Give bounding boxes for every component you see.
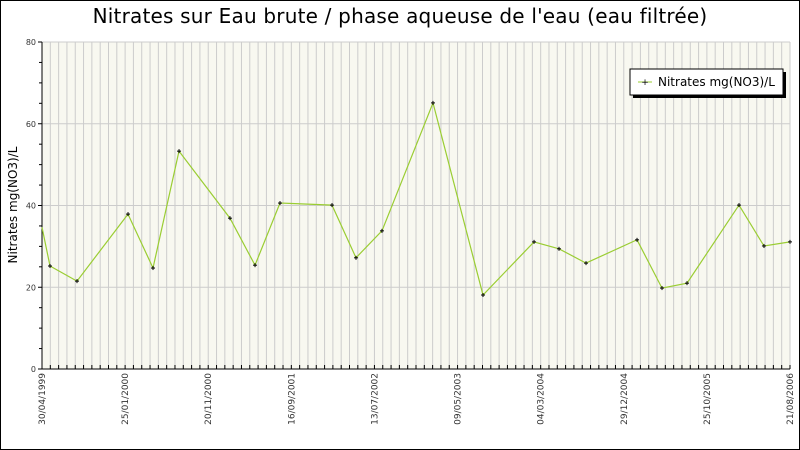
x-tick-label: 29/12/2004 (620, 373, 630, 425)
data-series (41, 100, 792, 298)
y-axis-title: Nitrates mg(NO3)/L (6, 146, 20, 263)
y-tick-label: 40 (26, 202, 36, 211)
x-tick-label: 20/11/2000 (204, 373, 214, 425)
legend-marker-icon: + (641, 78, 649, 88)
legend-box (629, 68, 784, 96)
x-tick-label: 21/08/2006 (786, 373, 796, 425)
legend: + Nitrates mg(NO3)/L (629, 68, 786, 98)
y-tick-label: 0 (31, 365, 36, 374)
y-axis-ticks: 0 20 40 60 80 (26, 38, 42, 374)
x-axis-ticks: 30/04/1999 25/01/2000 20/11/2000 16/09/2001… (38, 365, 796, 425)
y-tick-label: 60 (26, 120, 36, 129)
chart-title: Nitrates sur Eau brute / phase aqueuse d… (92, 4, 708, 28)
x-tick-label: 09/05/2003 (454, 373, 464, 425)
x-tick-label: 30/04/1999 (38, 373, 48, 425)
legend-label: Nitrates mg(NO3)/L (658, 75, 775, 89)
x-tick-label: 16/09/2001 (287, 373, 297, 425)
y-tick-label: 20 (26, 283, 36, 292)
x-tick-label: 25/01/2000 (121, 373, 131, 425)
x-tick-label: 25/10/2005 (703, 373, 713, 425)
x-tick-label: 04/03/2004 (537, 373, 547, 425)
y-tick-label: 80 (26, 38, 36, 47)
x-tick-label: 13/07/2002 (370, 373, 380, 425)
